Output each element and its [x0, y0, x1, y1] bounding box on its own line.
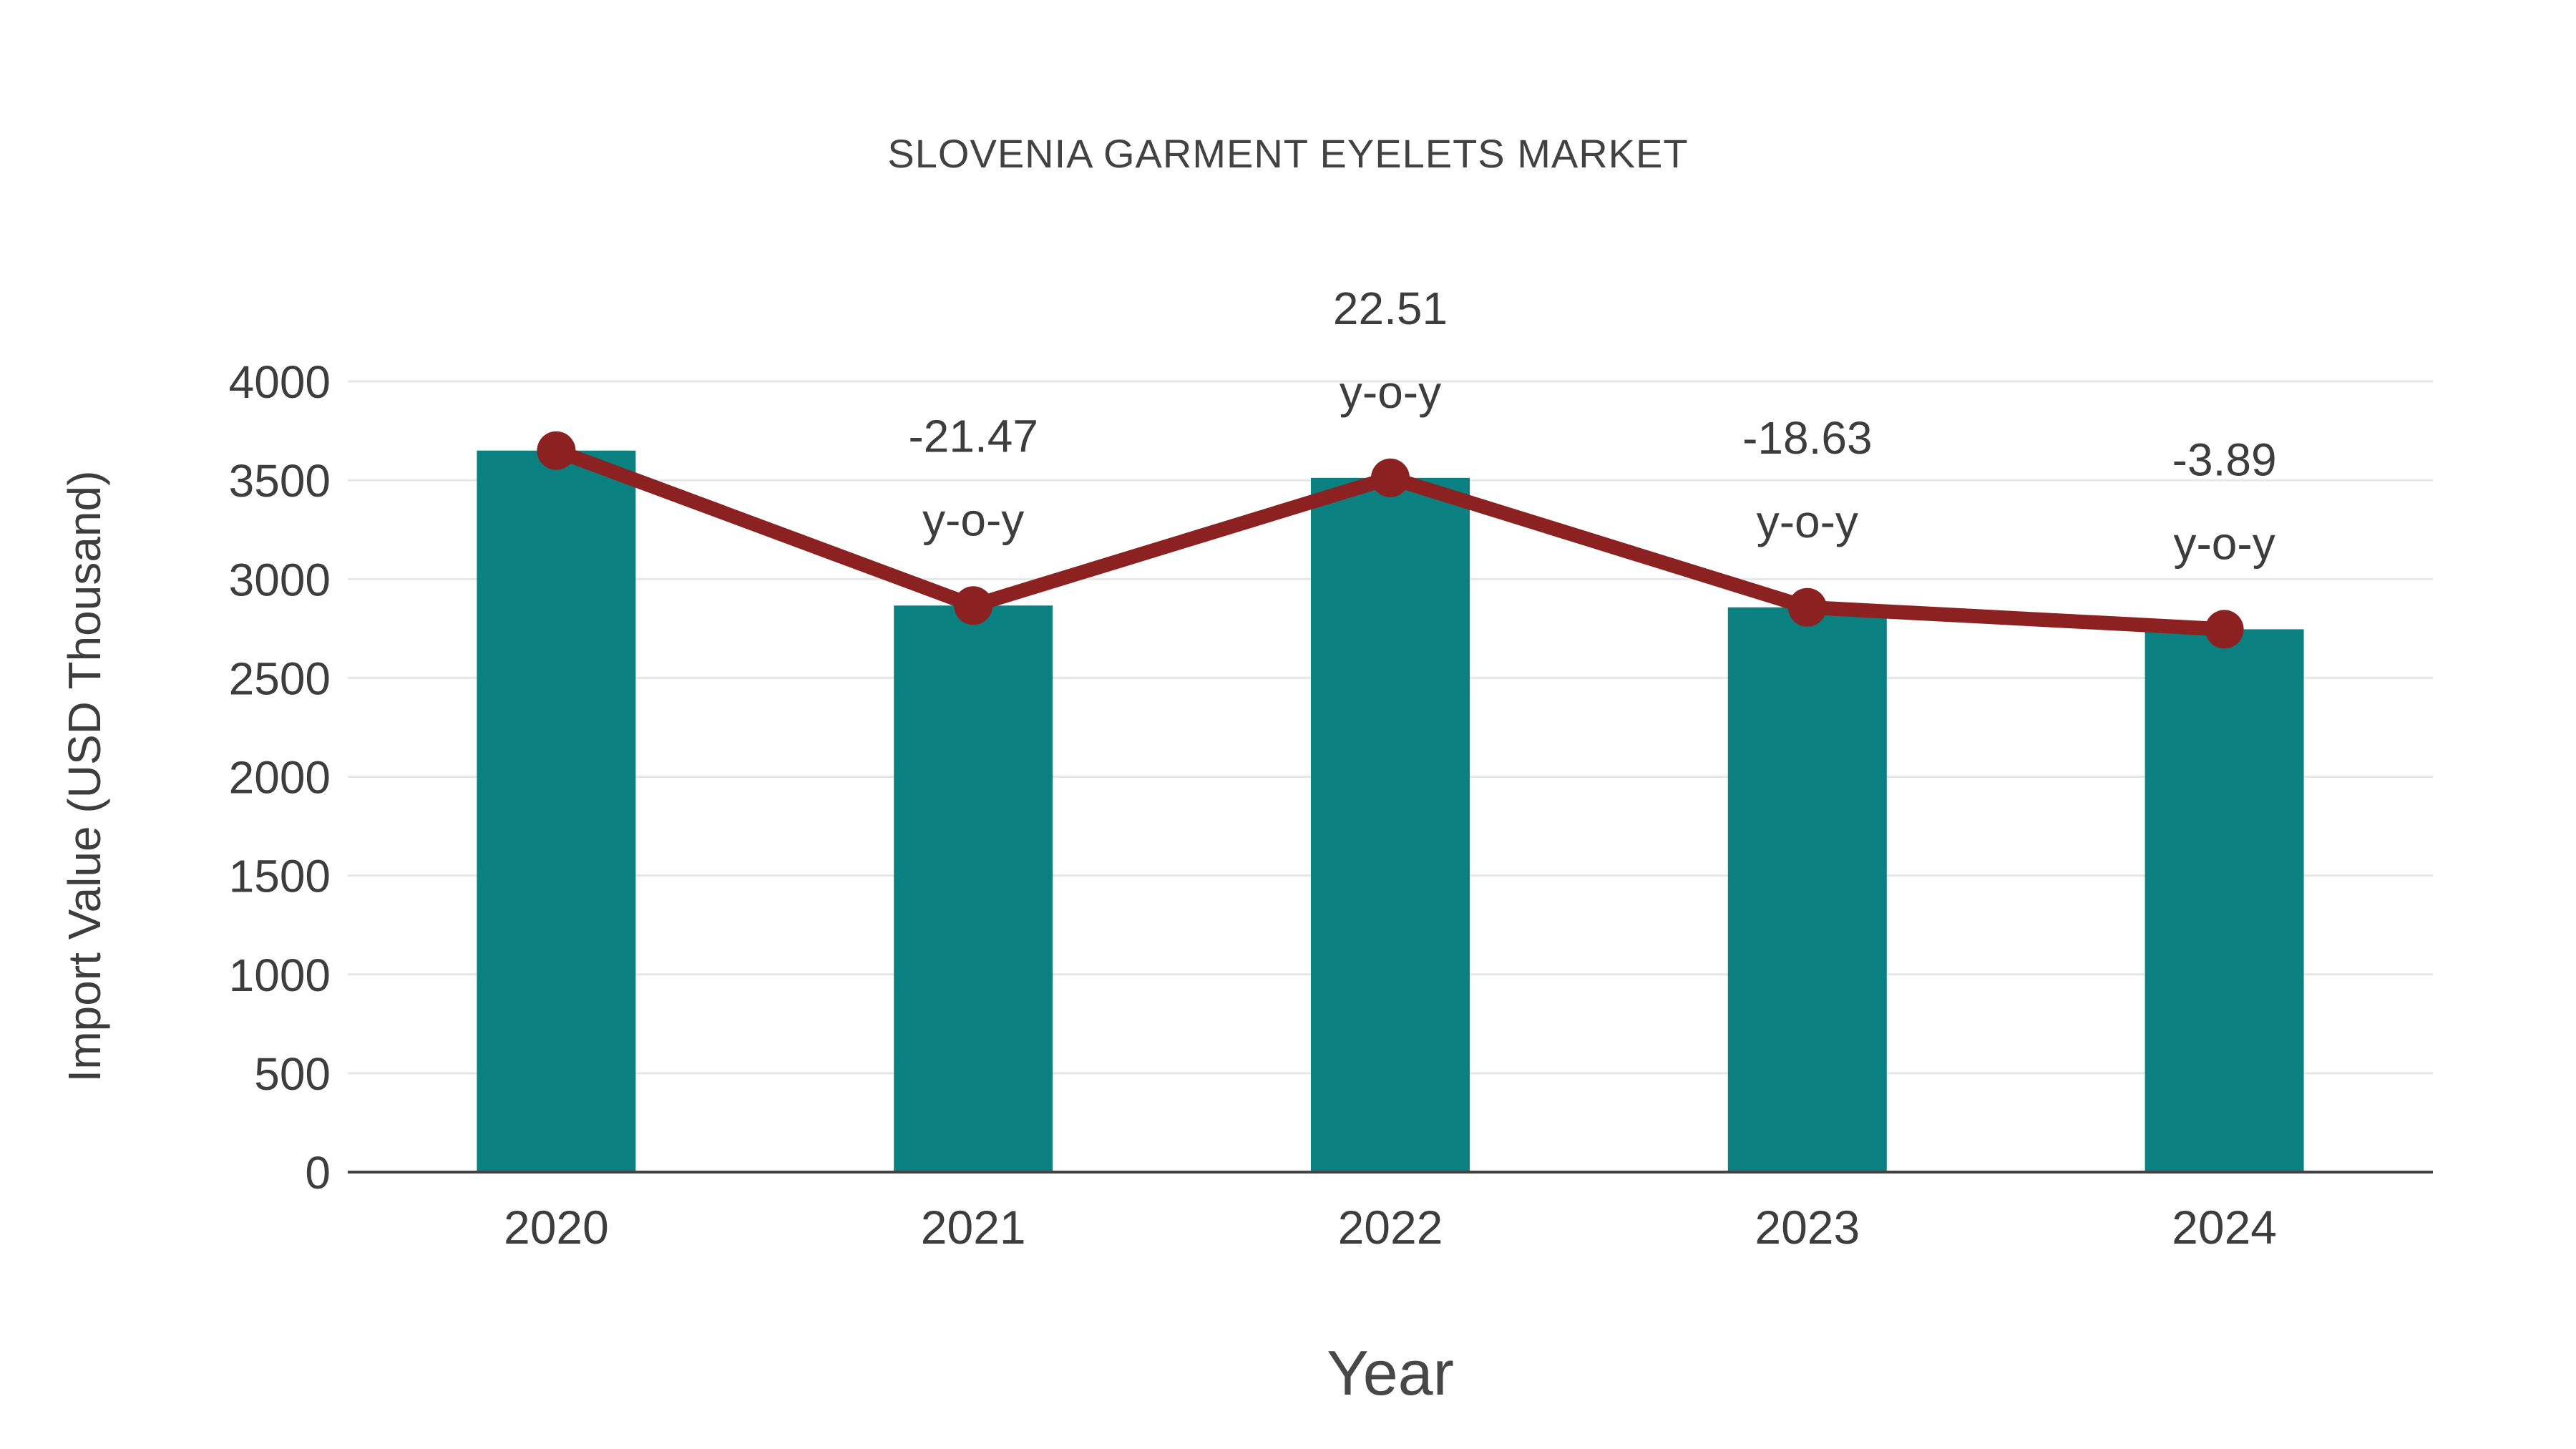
x-axis-title: Year	[1327, 1337, 1454, 1408]
x-tick-label-2020: 2020	[504, 1201, 609, 1254]
annotation-suffix-2021: y-o-y	[922, 494, 1024, 545]
annotation-value-2024: -3.89	[2172, 434, 2277, 485]
y-tick-label-1000: 1000	[229, 950, 331, 1001]
line-marker-2024	[2205, 610, 2244, 649]
bar-2024	[2145, 629, 2304, 1172]
y-tick-label-4000: 4000	[229, 356, 331, 408]
bar-2020	[477, 450, 636, 1172]
y-tick-label-1500: 1500	[229, 851, 331, 902]
chart-title: SLOVENIA GARMENT EYELETS MARKET	[887, 131, 1689, 176]
y-tick-label-0: 0	[305, 1147, 331, 1199]
y-tick-label-500: 500	[254, 1048, 331, 1100]
x-tick-label-2022: 2022	[1338, 1201, 1443, 1254]
bar-2023	[1727, 607, 1887, 1172]
annotation-suffix-2022: y-o-y	[1340, 366, 1441, 418]
y-tick-label-3000: 3000	[229, 554, 331, 605]
bar-2021	[894, 605, 1053, 1172]
x-tick-label-2023: 2023	[1755, 1201, 1860, 1254]
annotation-value-2022: 22.51	[1333, 283, 1448, 334]
annotation-suffix-2023: y-o-y	[1757, 496, 1858, 547]
bar-2022	[1311, 477, 1470, 1172]
annotation-suffix-2024: y-o-y	[2173, 517, 2275, 569]
line-marker-2023	[1787, 587, 1827, 627]
annotation-value-2023: -18.63	[1742, 412, 1872, 464]
y-tick-label-2500: 2500	[229, 653, 331, 704]
y-tick-label-3500: 3500	[229, 455, 331, 507]
y-tick-label-2000: 2000	[229, 752, 331, 804]
annotation-value-2021: -21.47	[908, 410, 1038, 462]
line-marker-2021	[954, 586, 993, 625]
x-tick-label-2024: 2024	[2172, 1201, 2277, 1254]
line-marker-2022	[1371, 458, 1410, 497]
line-marker-2020	[537, 431, 576, 470]
x-tick-label-2021: 2021	[921, 1201, 1026, 1254]
